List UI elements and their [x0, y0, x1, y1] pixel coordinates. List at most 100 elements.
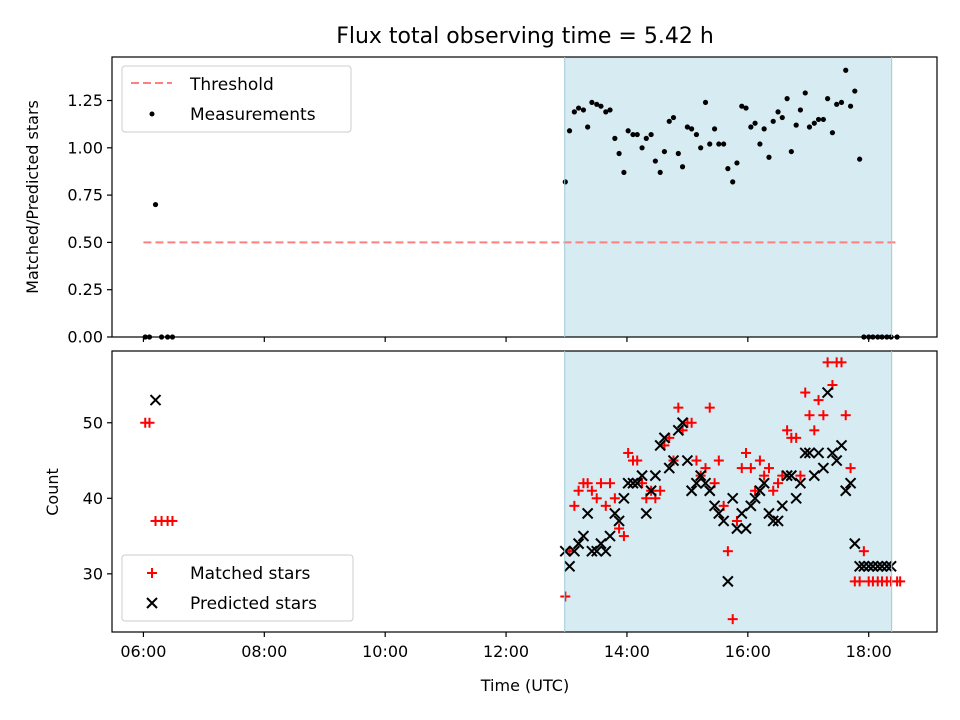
predicted-star-point — [713, 507, 725, 520]
measurement-point — [625, 128, 631, 134]
measurement-point — [838, 99, 845, 106]
matched-star-point — [822, 357, 833, 368]
measurement-point — [670, 114, 677, 121]
predicted-star-point — [767, 515, 779, 527]
measurement-point — [661, 148, 668, 155]
bottom-ytick-label: 50 — [83, 413, 103, 432]
matched-star-point — [560, 591, 571, 602]
measurement-point — [829, 130, 836, 136]
measurement-point — [752, 120, 758, 126]
matched-star-point — [600, 500, 611, 511]
predicted-star-point — [758, 477, 770, 489]
predicted-star-point — [672, 424, 685, 437]
matched-star-point — [759, 470, 770, 481]
predicted-star-point — [708, 500, 721, 512]
predicted-star-point — [821, 386, 834, 399]
matched-star-point — [741, 447, 752, 458]
measurement-point — [689, 126, 695, 132]
predicted-star-point — [749, 492, 761, 505]
predicted-star-point — [745, 500, 757, 512]
matched-star-point — [632, 455, 643, 466]
matched-star-point — [573, 485, 584, 496]
top-panel: 0.00 0.25 0.50 0.75 1.00 1.25 Matched/Predict… — [23, 56, 938, 347]
measurement-point — [580, 107, 587, 113]
matched-star-point — [609, 493, 620, 504]
matched-star-point — [595, 478, 606, 489]
measurement-point — [684, 124, 690, 130]
measurement-point — [152, 201, 159, 208]
predicted-star-point — [872, 560, 884, 572]
chart-title: Flux total observing time = 5.42 h — [336, 24, 714, 49]
matched-star-point — [854, 576, 865, 587]
matched-star-point — [836, 357, 847, 368]
bottom-panel: 30 40 50 06:00 08:00 10:00 12:00 14:00 16:00 18:… — [43, 350, 938, 695]
measurement-point — [721, 141, 727, 147]
measurement-point — [711, 126, 718, 132]
predicted-star-point — [581, 507, 594, 520]
predicted-star-point — [663, 462, 675, 474]
measurement-point — [630, 131, 636, 138]
xtick-label: 12:00 — [483, 642, 529, 661]
xtick-label: 16:00 — [725, 642, 771, 661]
predicted-star-point — [654, 439, 666, 452]
top-legend-box — [121, 65, 352, 133]
predicted-star-point — [717, 515, 730, 527]
predicted-star-point — [794, 477, 807, 489]
bottom-highlight-span — [564, 351, 892, 632]
matched-star-point — [813, 395, 824, 406]
matched-star-point — [591, 493, 602, 504]
measurement-point — [815, 116, 822, 123]
predicted-star-point — [853, 560, 866, 572]
predicted-star-point — [781, 469, 793, 482]
measurement-point — [748, 124, 754, 130]
matched-star-point — [727, 614, 738, 625]
measurement-point — [806, 124, 813, 130]
xtick-label: 14:00 — [604, 642, 650, 661]
matched-star-point — [795, 470, 806, 481]
predicted-star-point — [849, 537, 861, 550]
legend-matched-label: Matched stars — [190, 564, 310, 584]
predicted-star-point — [881, 560, 893, 572]
predicted-star-point — [699, 477, 712, 489]
matched-star-point — [623, 447, 634, 458]
measurement-point — [725, 166, 731, 172]
top-highlight-span — [564, 57, 892, 337]
xtick-label: 18:00 — [846, 642, 892, 661]
predicted-star-point — [618, 492, 630, 505]
predicted-star-point — [763, 507, 775, 520]
measurement-point — [666, 118, 672, 124]
legend-measurements-label: Measurements — [190, 105, 316, 125]
predicted-star-point — [803, 447, 816, 459]
measurement-point — [598, 103, 604, 109]
predicted-star-point — [563, 560, 576, 572]
measurement-point — [657, 169, 663, 176]
matched-star-point — [809, 425, 820, 436]
predicted-star-point — [609, 507, 621, 520]
matched-star-point — [773, 478, 784, 489]
measurement-point — [797, 107, 804, 113]
measurement-point — [575, 105, 582, 111]
matched-star-point — [750, 485, 761, 496]
predicted-star-point — [658, 432, 671, 444]
measurement-point — [679, 164, 686, 170]
top-ytick-label: 0.75 — [67, 186, 103, 205]
predicted-star-point — [799, 447, 811, 459]
measurement-point — [739, 103, 745, 109]
matched-star-point — [582, 478, 593, 489]
top-ytick-label: 0.00 — [67, 328, 103, 347]
predicted-star-point — [867, 560, 879, 572]
measurement-point — [585, 124, 591, 130]
predicted-star-point — [685, 485, 698, 497]
measurement-point — [621, 169, 627, 176]
measurement-point — [788, 148, 794, 155]
predicted-star-point — [600, 545, 612, 557]
matched-star-point — [763, 463, 774, 474]
matched-star-point — [614, 523, 625, 534]
predicted-star-point — [844, 477, 857, 489]
measurement-point — [793, 122, 799, 128]
measurement-point — [766, 154, 772, 160]
matched-star-point — [782, 425, 793, 436]
xtick-label: 06:00 — [120, 642, 166, 661]
predicted-star-point — [776, 500, 788, 512]
